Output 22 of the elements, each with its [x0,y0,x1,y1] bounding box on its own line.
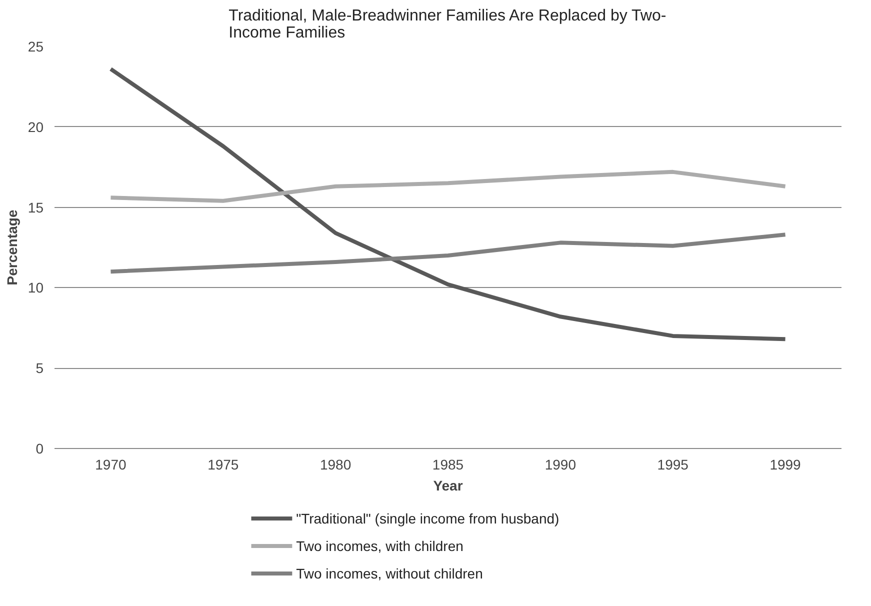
x-tick-label: 1985 [432,456,464,472]
x-tick-label: 1999 [770,456,802,472]
line-series [108,170,788,203]
chart-title: Traditional, Male-Breadwinner Families Are Replaced by Two-Income Families [228,8,666,42]
y-tick-label: 25 [28,38,44,54]
y-tick-label: 10 [28,280,44,296]
x-tick-label: 1990 [544,456,576,472]
line-series [108,67,788,342]
y-tick-label: 15 [28,199,44,216]
x-tick-label: 1975 [208,456,239,472]
y-tick-label: 0 [36,440,44,456]
x-tick-label: 1980 [320,456,352,472]
line-series [108,232,788,274]
y-tick-label: 5 [36,360,44,376]
legend-label: Two incomes, without children [296,566,483,582]
legend-label: "Traditional" (single income from husband) [296,510,560,526]
x-tick-label: 1970 [95,456,126,472]
y-tick-label: 20 [28,118,44,135]
legend-label: Two incomes, with children [296,538,464,554]
y-axis-title: Percentage [4,210,20,286]
x-tick-label: 1995 [657,456,689,472]
x-axis-title: Year [433,478,464,494]
